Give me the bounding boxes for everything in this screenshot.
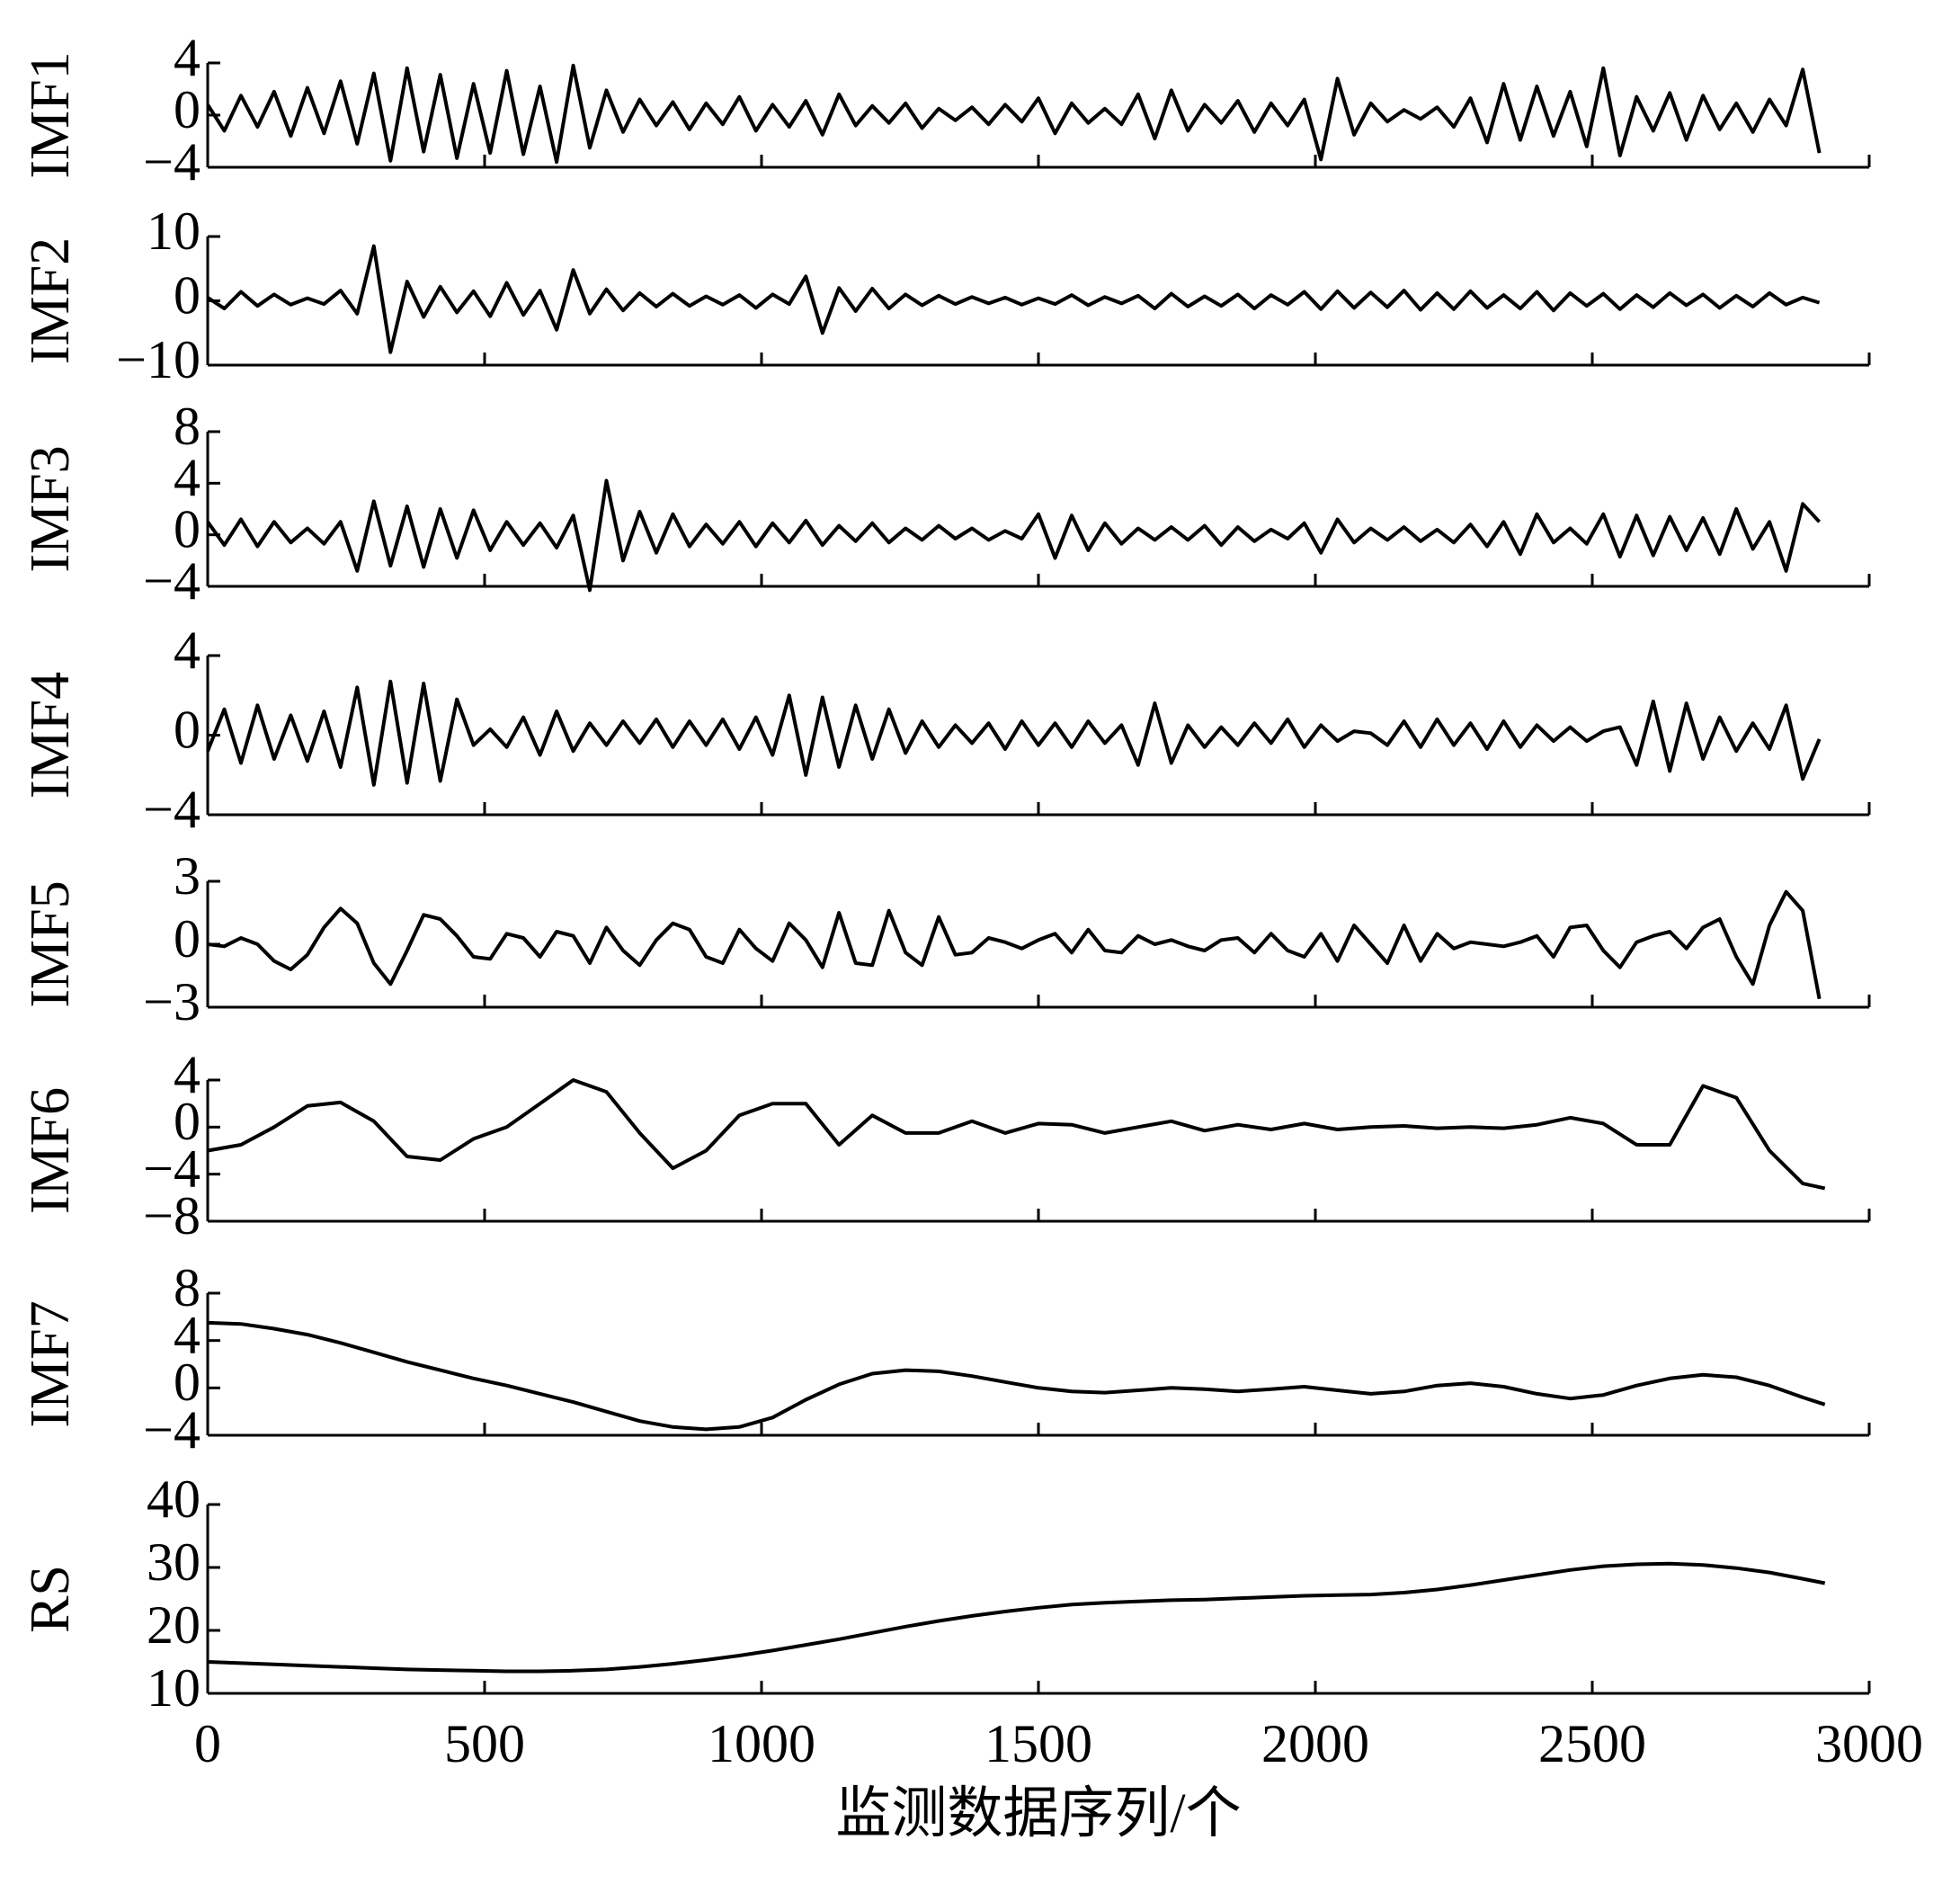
y-tick-label: −3 <box>143 972 200 1031</box>
y-tick-label: 10 <box>147 1658 200 1718</box>
line-series <box>207 1320 1826 1432</box>
y-tick-label: 10 <box>147 201 200 261</box>
y-tick-label: 4 <box>174 1305 200 1364</box>
line-series <box>207 1561 1826 1674</box>
y-tick-label: 0 <box>174 1092 200 1151</box>
line-series <box>206 478 1822 593</box>
y-axis-label: IMF7 <box>20 1300 81 1427</box>
x-tick-label: 0 <box>194 1714 221 1773</box>
line-series <box>206 679 1822 787</box>
y-tick-label: 4 <box>174 621 200 680</box>
y-axis-label: RS <box>20 1565 81 1633</box>
line-series <box>206 63 1822 165</box>
line-series <box>207 1078 1826 1191</box>
y-axis-label: IMF3 <box>20 445 81 572</box>
y-tick-label: 30 <box>147 1532 200 1592</box>
y-axis-label: IMF6 <box>20 1087 81 1214</box>
y-tick-label: 0 <box>174 499 200 558</box>
y-tick-label: 0 <box>174 1353 200 1412</box>
line-series <box>207 889 1822 1000</box>
y-axis-label: IMF5 <box>20 880 81 1007</box>
y-tick-label: −10 <box>116 330 200 389</box>
x-tick-label: 1000 <box>708 1714 815 1773</box>
y-tick-label: 0 <box>174 700 200 759</box>
y-tick-label: −4 <box>143 132 200 192</box>
y-tick-label: 4 <box>174 448 200 507</box>
y-tick-label: −4 <box>143 551 200 611</box>
y-tick-label: 3 <box>174 846 200 906</box>
y-tick-label: 0 <box>174 265 200 325</box>
y-tick-label: −4 <box>143 1400 200 1460</box>
x-tick-label: 3000 <box>1815 1714 1923 1773</box>
y-tick-label: 4 <box>174 1045 200 1104</box>
y-tick-label: 8 <box>174 397 200 456</box>
x-tick-label: 500 <box>444 1714 525 1773</box>
y-axis-label: IMF2 <box>20 237 81 364</box>
y-tick-label: −4 <box>143 1138 200 1198</box>
x-tick-label: 2500 <box>1538 1714 1646 1773</box>
x-tick-label: 1500 <box>984 1714 1092 1773</box>
y-tick-label: 40 <box>147 1469 200 1529</box>
y-tick-label: 0 <box>174 80 200 139</box>
y-tick-label: −8 <box>143 1186 200 1246</box>
y-axis-label: IMF1 <box>20 51 81 178</box>
line-series <box>206 244 1821 354</box>
y-axis-label: IMF4 <box>20 672 81 799</box>
y-tick-label: 0 <box>174 909 200 969</box>
y-tick-label: 8 <box>174 1258 200 1317</box>
y-tick-label: 20 <box>147 1595 200 1655</box>
x-axis-label: 监测数据序列/个 <box>835 1783 1241 1844</box>
y-tick-label: 4 <box>174 28 200 87</box>
y-tick-label: −4 <box>143 780 200 839</box>
x-tick-label: 2000 <box>1261 1714 1369 1773</box>
